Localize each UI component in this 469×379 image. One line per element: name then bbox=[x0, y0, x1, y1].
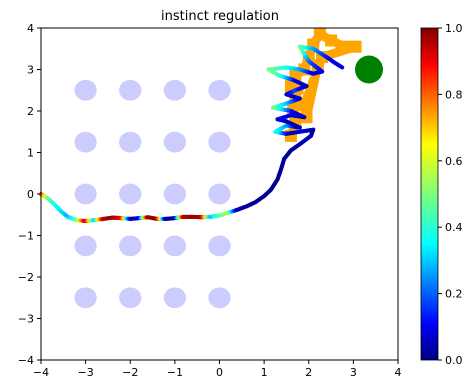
obstacle-19 bbox=[208, 287, 231, 309]
colorbar-tick-label-2: 0.4 bbox=[445, 221, 463, 234]
instinct-strong-point-15 bbox=[298, 98, 311, 111]
y-tick-label-4: 0 bbox=[27, 188, 34, 201]
y-tick-label-5: 1 bbox=[27, 147, 34, 160]
x-tick-label-5: 1 bbox=[261, 366, 268, 379]
colorbar-tick-label-4: 0.8 bbox=[445, 88, 463, 101]
obstacle-8 bbox=[74, 183, 97, 205]
y-tick-label-3: −1 bbox=[18, 230, 34, 243]
colorbar-tick-label-0: 0.0 bbox=[445, 354, 463, 367]
colorbar-tick-label-1: 0.2 bbox=[445, 288, 463, 301]
y-tick-label-6: 2 bbox=[27, 105, 34, 118]
obstacle-layer bbox=[74, 79, 231, 309]
x-tick-label-1: −3 bbox=[78, 366, 94, 379]
x-tick-label-2: −2 bbox=[122, 366, 138, 379]
obstacle-12 bbox=[74, 235, 97, 257]
obstacle-6 bbox=[163, 131, 187, 153]
y-tick-label-0: −4 bbox=[18, 354, 34, 367]
x-tick-label-8: 4 bbox=[395, 366, 402, 379]
instinct-strong-point-12 bbox=[338, 40, 351, 53]
trajectory-layer bbox=[39, 44, 345, 223]
x-tick-label-6: 2 bbox=[305, 366, 312, 379]
obstacle-2 bbox=[163, 79, 187, 101]
x-tick-label-0: −4 bbox=[33, 366, 49, 379]
y-tick-label-1: −3 bbox=[18, 313, 34, 326]
obstacle-14 bbox=[163, 235, 187, 257]
y-tick-label-2: −2 bbox=[18, 271, 34, 284]
y-tick-label-7: 3 bbox=[27, 64, 34, 77]
obstacle-1 bbox=[119, 79, 142, 101]
y-tick-label-8: 4 bbox=[27, 22, 34, 35]
obstacle-5 bbox=[119, 131, 142, 153]
plot-area bbox=[39, 27, 399, 361]
x-tick-label-4: 0 bbox=[216, 366, 223, 379]
y-axis: −4 −3 −2 −1 0 1 2 3 4 bbox=[18, 22, 41, 367]
obstacle-7 bbox=[208, 131, 231, 153]
colorbar-gradient bbox=[420, 27, 439, 361]
instinct-strong-point-11 bbox=[325, 34, 338, 47]
obstacle-4 bbox=[74, 131, 97, 153]
obstacle-10 bbox=[163, 183, 187, 205]
colorbar-tick-label-3: 0.6 bbox=[445, 155, 463, 168]
instinct-strong-point-10 bbox=[313, 28, 326, 41]
colorbar-ticks: 0.0 0.2 0.4 0.6 0.8 1.0 bbox=[438, 22, 463, 367]
goal-marker bbox=[354, 55, 383, 84]
obstacle-15 bbox=[208, 235, 231, 257]
colorbar-tick-label-5: 1.0 bbox=[445, 22, 463, 35]
obstacle-3 bbox=[208, 79, 231, 101]
instinct-strong-point-13 bbox=[349, 40, 362, 53]
chart-title: instinct regulation bbox=[161, 9, 279, 24]
colorbar: 0.0 0.2 0.4 0.6 0.8 1.0 bbox=[420, 22, 463, 367]
obstacle-16 bbox=[74, 287, 97, 309]
obstacle-9 bbox=[119, 183, 142, 205]
obstacle-11 bbox=[208, 183, 231, 205]
obstacle-0 bbox=[74, 79, 97, 101]
instinct-strong-point-16 bbox=[300, 111, 313, 124]
x-axis: −4 −3 −2 −1 0 1 2 3 4 bbox=[33, 360, 402, 379]
x-tick-label-3: −1 bbox=[167, 366, 183, 379]
obstacle-17 bbox=[119, 287, 142, 309]
obstacle-18 bbox=[163, 287, 187, 309]
x-tick-label-7: 3 bbox=[350, 366, 357, 379]
goal-layer bbox=[354, 55, 383, 84]
trajectory-segment-62-5 bbox=[339, 64, 345, 70]
obstacle-13 bbox=[119, 235, 142, 257]
